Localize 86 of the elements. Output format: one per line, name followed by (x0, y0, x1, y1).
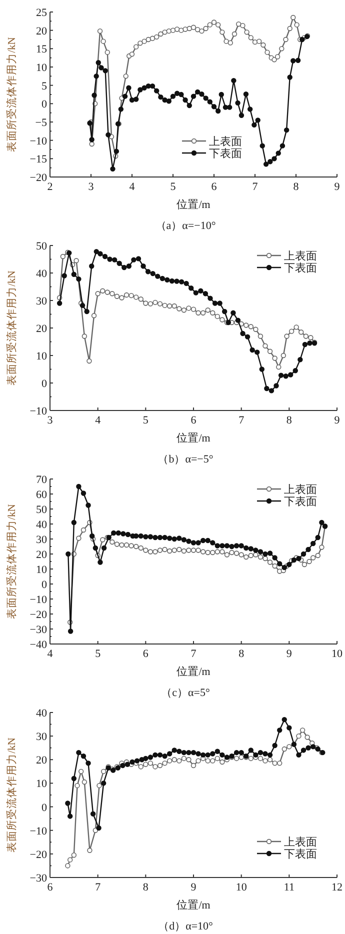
y-tick-label: 30 (36, 534, 48, 546)
y-tick-label: 40 (36, 708, 48, 720)
y-tick-label: −15 (30, 154, 48, 166)
x-tick-label: 7 (190, 648, 197, 660)
y-tick-label: −10 (30, 825, 48, 838)
x-tick-label: 10 (236, 882, 248, 894)
y-tick-label: 30 (36, 296, 48, 308)
y-tick-label: 0 (42, 98, 48, 111)
y-tick-label: 50 (36, 240, 48, 252)
text: （a）α=−10° (155, 220, 216, 232)
legend-label: 下表面 (284, 495, 317, 508)
x-tick-label: 8 (286, 414, 292, 426)
y-tick-label: −30 (30, 872, 48, 884)
x-tick-label: 8 (142, 882, 149, 894)
x-tick-label: 2 (47, 181, 53, 193)
x-tick-label: 11 (284, 882, 294, 894)
x-axis-title: 位置/m (176, 900, 211, 912)
legend-label: 上表面 (284, 250, 317, 262)
legend-label: 下表面 (284, 262, 317, 274)
y-axis-title: 表面所受流体作用力/kN (5, 737, 18, 852)
x-tick-label: 10 (332, 648, 343, 660)
y-tick-label: 70 (36, 474, 48, 486)
x-tick-label: 7 (238, 414, 245, 426)
y-tick-label: 20 (36, 549, 48, 561)
y-tick-label: 25 (36, 7, 48, 19)
y-axis-title: 表面所受流体作用力/kN (5, 36, 18, 152)
x-tick-label: 6 (190, 414, 197, 426)
text: （b）α=−5° (158, 454, 214, 466)
x-tick-label: 9 (286, 648, 292, 660)
y-tick-label: 60 (36, 489, 48, 501)
x-tick-label: 6 (47, 882, 54, 894)
y-axis-title: 表面所受流体作用力/kN (5, 504, 18, 619)
x-tick-label: 9 (190, 882, 197, 894)
y-tick-label: 10 (36, 778, 48, 790)
x-tick-label: 12 (332, 882, 342, 894)
x-axis-title: 位置/m (176, 432, 211, 444)
y-axis-title: 表面所受流体作用力/kN (5, 270, 18, 386)
x-tick-label: 9 (334, 414, 340, 426)
y-tick-label: 20 (36, 25, 48, 38)
y-tick-label: 0 (42, 378, 48, 390)
legend-label: 上表面 (284, 836, 317, 848)
x-tick-label: 8 (238, 648, 245, 660)
y-tick-label: 40 (36, 519, 48, 531)
y-tick-label: −5 (35, 117, 48, 129)
y-tick-label: 10 (36, 350, 48, 362)
x-tick-label: 9 (334, 181, 340, 193)
y-tick-label: 20 (36, 754, 48, 767)
y-tick-label: 5 (42, 80, 48, 92)
y-tick-label: −10 (30, 406, 48, 418)
text: （c）α=5° (161, 687, 210, 699)
y-tick-label: −20 (30, 848, 48, 861)
x-tick-label: 5 (170, 181, 176, 193)
x-tick-label: 5 (95, 648, 102, 660)
x-tick-label: 4 (129, 181, 136, 193)
x-tick-label: 6 (142, 648, 149, 660)
legend-label: 下表面 (284, 848, 317, 860)
legend-label: 下表面 (209, 147, 242, 160)
x-tick-label: 4 (95, 414, 102, 426)
y-tick-label: 0 (42, 802, 48, 814)
x-tick-label: 3 (47, 414, 54, 426)
x-tick-label: 4 (47, 648, 54, 660)
y-tick-label: 15 (36, 44, 48, 56)
x-tick-label: 6 (211, 181, 218, 193)
y-tick-label: 30 (36, 731, 48, 744)
y-tick-label: −10 (30, 135, 48, 148)
y-tick-label: 50 (36, 504, 48, 516)
y-tick-label: −20 (30, 172, 48, 184)
legend-label: 上表面 (209, 135, 242, 148)
y-tick-label: 20 (36, 323, 48, 335)
legend-label: 上表面 (284, 483, 317, 496)
y-tick-label: −30 (30, 624, 48, 636)
x-tick-label: 7 (252, 181, 258, 193)
y-tick-label: 0 (42, 579, 48, 591)
y-tick-label: −20 (30, 609, 48, 621)
y-tick-label: 10 (36, 62, 48, 74)
x-axis-title: 位置/m (176, 666, 211, 678)
y-tick-label: −40 (30, 639, 48, 651)
y-tick-label: 10 (36, 564, 48, 576)
x-tick-label: 7 (95, 882, 102, 894)
x-tick-label: 5 (142, 414, 149, 426)
y-tick-label: 40 (36, 268, 48, 280)
x-tick-label: 3 (88, 181, 94, 193)
x-axis-title: 位置/m (176, 199, 211, 211)
text: （d）α=10° (158, 920, 213, 932)
x-tick-label: 8 (293, 181, 300, 193)
y-tick-label: −10 (30, 594, 48, 606)
